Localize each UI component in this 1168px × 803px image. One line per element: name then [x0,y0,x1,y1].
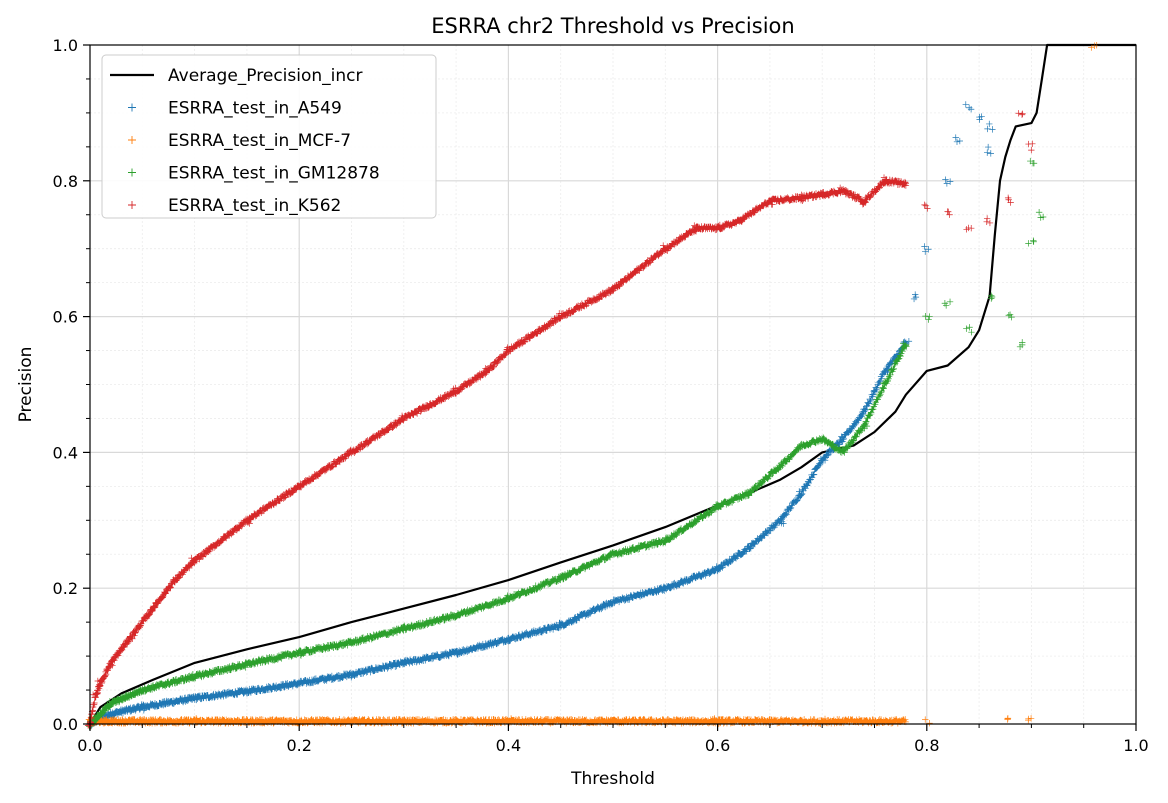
legend-label: ESRRA_test_in_MCF-7 [168,131,351,151]
x-tick-label: 0.2 [286,736,311,755]
x-tick-label: 1.0 [1123,736,1148,755]
ticks: 0.0 0.2 0.4 0.6 0.8 1.0 0.0 0.2 0.4 0.6 0.8 1.0 [53,36,1149,755]
legend-entry: Average_Precision_incr [110,66,363,86]
legend-label: Average_Precision_incr [168,66,363,86]
x-tick-label: 0.8 [914,736,939,755]
y-tick-label: 0.4 [53,443,78,462]
legend-swatch [128,201,136,209]
legend-label: ESRRA_test_in_GM12878 [168,164,380,184]
chart-title: ESRRA chr2 Threshold vs Precision [431,14,794,38]
x-axis-label: Threshold [570,769,655,789]
legend: Average_Precision_incr ESRRA_test_in_A549… [101,54,437,219]
legend-label: ESRRA_test_in_K562 [168,196,341,216]
legend-box [101,54,437,219]
legend-swatch [128,103,136,112]
x-tick-label: 0.6 [705,736,730,755]
legend-entry: ESRRA_test_in_A549 [128,99,342,119]
y-tick-label: 0.6 [53,308,78,327]
y-tick-label: 1.0 [53,36,78,55]
legend-entry: ESRRA_test_in_K562 [128,196,341,216]
y-axis-label: Precision [16,347,36,423]
legend-label: ESRRA_test_in_A549 [168,99,342,119]
x-tick-label: 0.0 [77,736,102,755]
legend-swatch [128,168,136,177]
y-tick-label: 0.8 [53,172,78,191]
legend-swatch [128,136,136,144]
x-tick-label: 0.4 [496,736,521,755]
legend-entry: ESRRA_test_in_MCF-7 [128,131,351,151]
y-tick-label: 0.0 [53,715,78,734]
series-layer [84,41,1136,730]
y-tick-label: 0.2 [53,579,78,598]
legend-entry: ESRRA_test_in_GM12878 [128,164,380,184]
